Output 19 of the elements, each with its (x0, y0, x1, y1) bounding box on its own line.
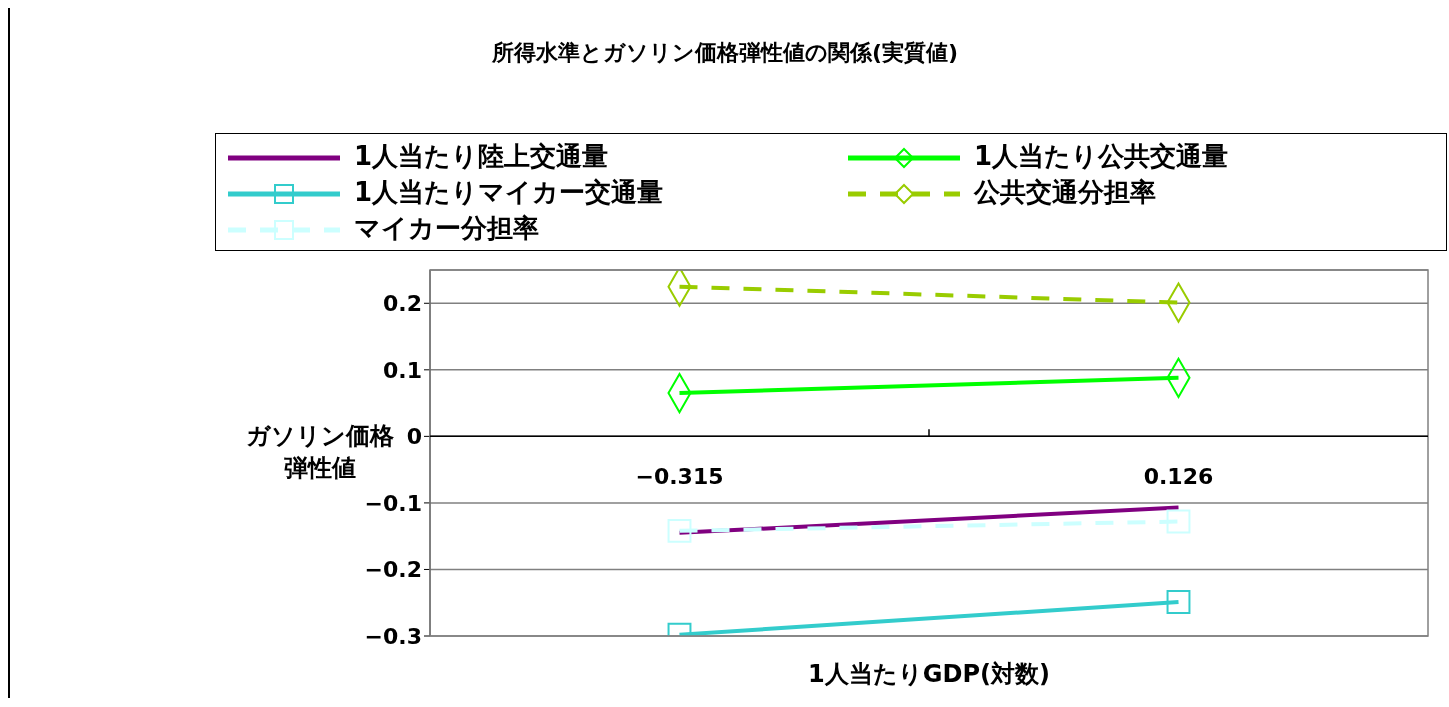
y-tick-label: −0.2 (364, 557, 422, 583)
point (1166, 509, 1191, 534)
point (667, 518, 692, 543)
y-tick-label: −0.1 (364, 490, 422, 516)
x-tick-label: −0.315 (635, 464, 724, 490)
x-axis-title: 1人当たりGDP(対数) (807, 659, 1051, 690)
y-tick-label: −0.3 (364, 623, 422, 649)
y-tick-label: 0.1 (383, 357, 422, 383)
point (1166, 590, 1191, 615)
legend-label: マイカー分担率 (354, 213, 539, 243)
y-tick-label: 0 (406, 424, 422, 450)
legend-label: 公共交通分担率 (974, 177, 1156, 207)
x-tick-label: 0.126 (1143, 464, 1214, 490)
y-tick-label: 0.2 (383, 291, 422, 317)
legend-label: 1人当たり公共交通量 (974, 141, 1229, 171)
chart-title: 所得水準とガソリン価格弾性値の関係(実質値) (490, 39, 960, 67)
legend-label: 1人当たり陸上交通量 (354, 141, 609, 171)
legend-label: 1人当たりマイカー交通量 (354, 177, 664, 207)
y-axis-title: ガソリン価格弾性値 (245, 421, 395, 484)
